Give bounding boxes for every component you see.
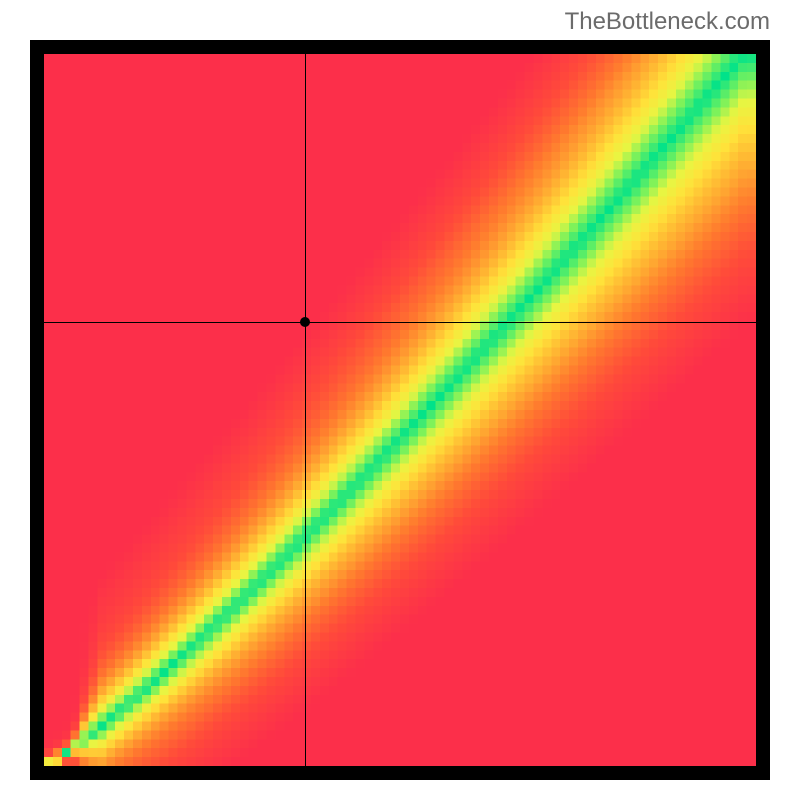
heatmap-canvas	[44, 54, 756, 766]
chart-container: TheBottleneck.com	[0, 0, 800, 800]
plot-frame	[30, 40, 770, 780]
watermark-text: TheBottleneck.com	[565, 8, 770, 36]
plot-area	[44, 54, 756, 766]
